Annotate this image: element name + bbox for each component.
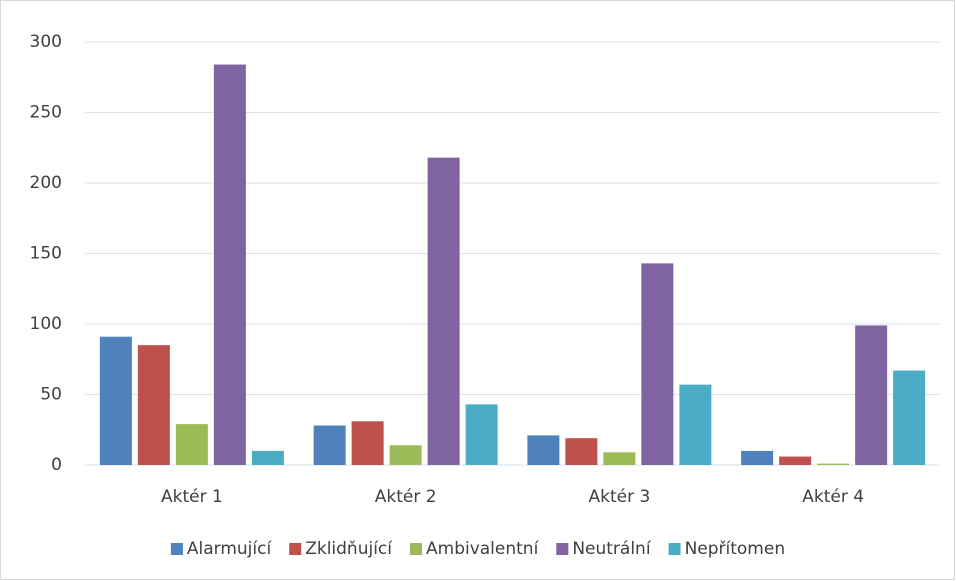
legend-swatch [170, 543, 183, 555]
legend-label: Neutrální [572, 539, 652, 559]
x-tick-label: Aktér 3 [588, 487, 650, 507]
x-tick-label: Aktér 1 [161, 487, 223, 507]
bar [351, 421, 384, 465]
bar [527, 435, 560, 465]
bar [641, 263, 674, 465]
bar [389, 445, 422, 465]
legend-label: Alarmující [187, 539, 273, 559]
bar [465, 404, 498, 465]
bar [565, 438, 598, 465]
legend-label: Ambivalentní [426, 539, 540, 559]
bar [679, 384, 712, 465]
x-tick-label: Aktér 2 [375, 487, 437, 507]
legend-label: Zklidňující [305, 539, 393, 559]
y-tick-label: 150 [30, 244, 62, 264]
y-tick-label: 100 [30, 314, 62, 334]
legend-swatch [410, 543, 422, 555]
bar [313, 425, 346, 465]
y-tick-label: 300 [30, 32, 62, 52]
bar [427, 157, 460, 465]
y-tick-label: 0 [51, 455, 62, 475]
bar [99, 336, 132, 465]
bar [893, 370, 926, 465]
y-tick-label: 50 [40, 385, 62, 405]
bar [603, 452, 636, 465]
bar [779, 456, 812, 465]
x-tick-label: Aktér 4 [802, 487, 864, 507]
bar [741, 450, 774, 465]
bar [213, 64, 246, 465]
bar [175, 424, 208, 465]
bar [137, 345, 170, 465]
y-tick-label: 200 [30, 173, 62, 193]
bar [817, 463, 850, 465]
legend-label: Nepřítomen [685, 539, 786, 559]
bar [855, 325, 888, 465]
legend-swatch [556, 543, 569, 555]
legend-swatch [668, 543, 681, 555]
bar [251, 450, 284, 465]
legend-swatch [289, 543, 302, 555]
y-tick-label: 250 [30, 103, 62, 123]
